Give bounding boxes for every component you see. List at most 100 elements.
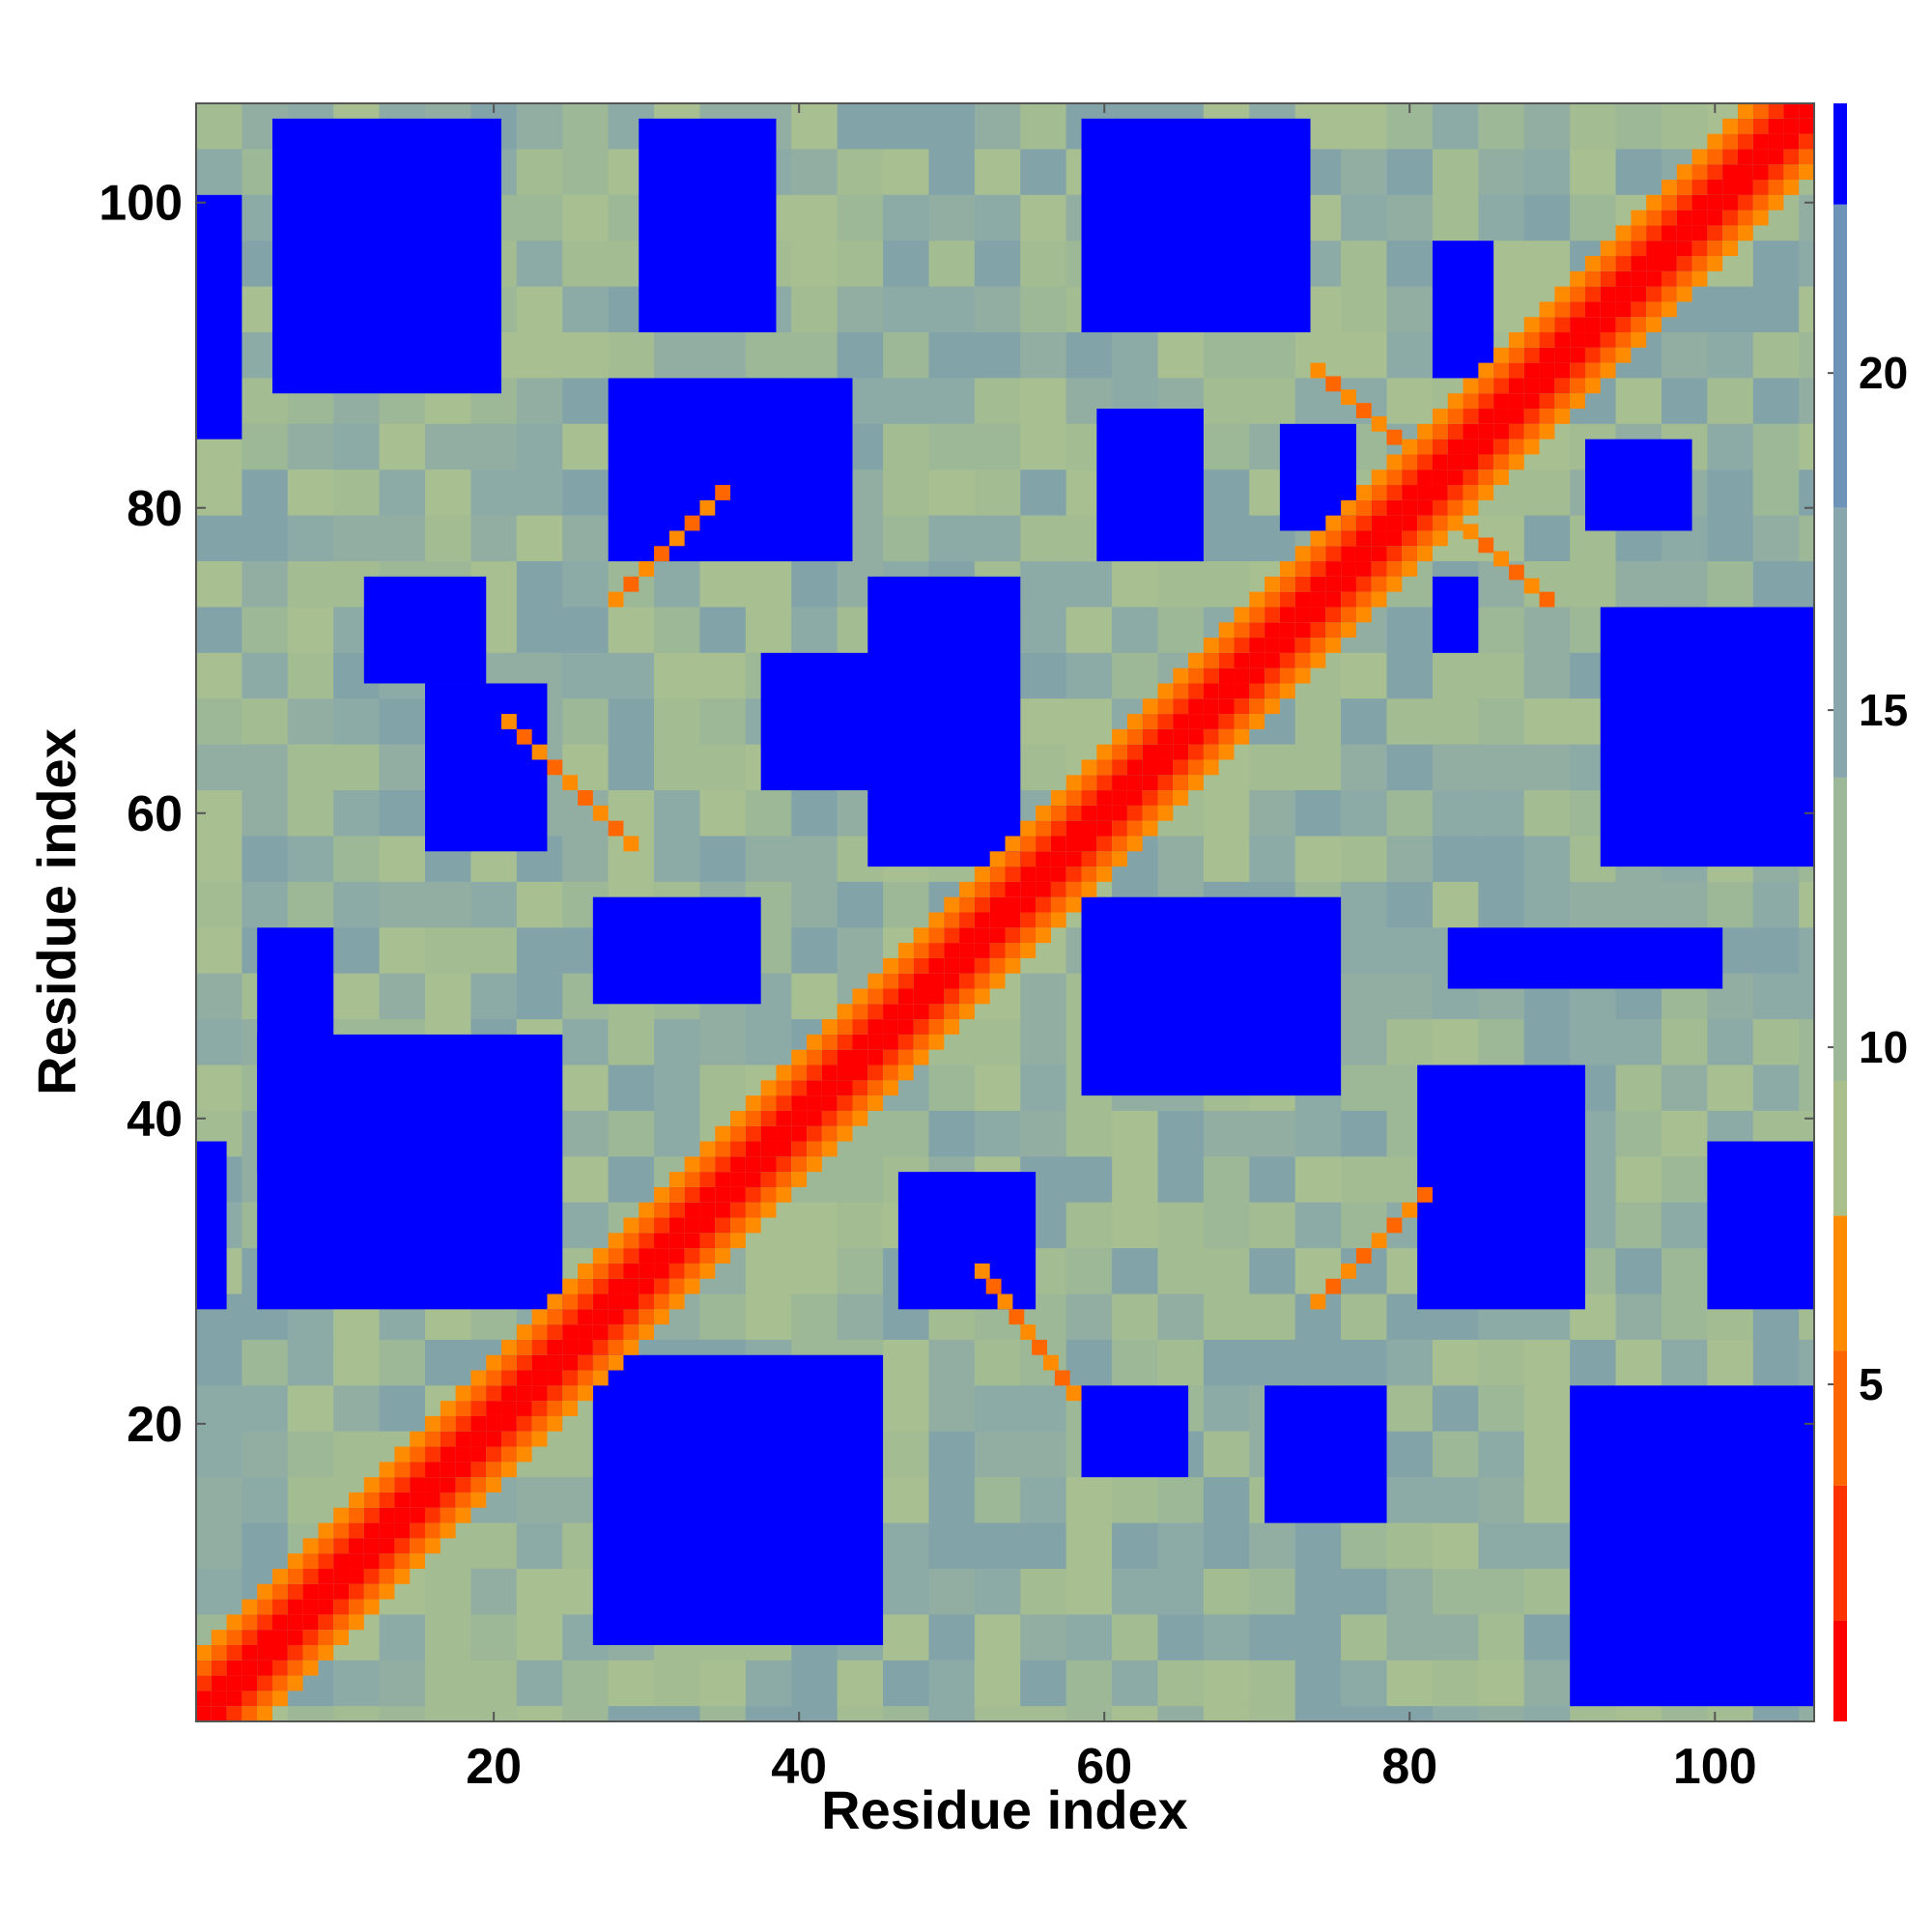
diagonal-cell	[883, 957, 898, 974]
texture-cell	[608, 1660, 655, 1707]
texture-cell	[654, 1065, 700, 1111]
texture-cell	[1386, 790, 1433, 837]
x-tick-label: 60	[1076, 1739, 1132, 1795]
diagonal-cell	[516, 1324, 532, 1340]
texture-cell	[791, 1660, 838, 1707]
texture-cell	[1065, 1156, 1113, 1203]
diagonal-cell	[639, 1248, 655, 1264]
diagonal-cell	[1325, 515, 1342, 531]
diagonal-cell	[302, 1568, 319, 1584]
texture-cell	[379, 927, 426, 974]
diagonal-cell	[531, 1354, 548, 1371]
diagonal-cell	[226, 1675, 242, 1691]
diagonal-cell	[1264, 576, 1280, 592]
texture-cell	[654, 607, 700, 653]
texture-cell	[1203, 1706, 1250, 1721]
texture-cell	[1020, 607, 1066, 653]
texture-cell	[516, 515, 563, 562]
diagonal-cell	[1203, 714, 1219, 729]
texture-cell	[974, 1568, 1021, 1615]
diagonal-cell	[562, 1401, 579, 1416]
diagonal-cell	[562, 1339, 579, 1355]
diagonal-cell	[1478, 378, 1494, 394]
diagonal-cell	[639, 1293, 655, 1310]
texture-cell	[425, 1706, 471, 1721]
texture-cell	[1294, 1614, 1342, 1661]
diagonal-cell	[639, 1217, 655, 1234]
diagonal-cell	[394, 1553, 411, 1569]
diagonal-cell	[1249, 668, 1265, 684]
diagonal-cell	[760, 1172, 777, 1187]
diagonal-cell	[1676, 210, 1692, 226]
diagonal-cell	[913, 1004, 929, 1020]
diagonal-cell	[807, 1125, 822, 1142]
diagonal-cell	[699, 1248, 716, 1264]
diagonal-cell	[1036, 805, 1051, 821]
diagonal-cell	[1249, 607, 1265, 623]
diagonal-cell	[501, 1431, 517, 1447]
diagonal-cell	[1402, 469, 1418, 486]
texture-cell	[699, 1660, 746, 1707]
texture-cell	[1341, 332, 1387, 379]
diagonal-cell	[1417, 439, 1433, 455]
texture-cell	[1341, 241, 1387, 287]
diagonal-cell	[959, 927, 975, 944]
diagonal-cell	[592, 1293, 609, 1310]
diagonal-cell	[668, 1172, 685, 1187]
texture-cell	[883, 103, 929, 150]
texture-cell	[562, 1202, 609, 1249]
texture-cell	[928, 332, 975, 379]
texture-cell	[1249, 1202, 1295, 1249]
diagonal-cell	[1768, 194, 1784, 211]
texture-cell	[1020, 1385, 1066, 1432]
diagonal-cell	[287, 1660, 303, 1676]
texture-cell	[1386, 744, 1433, 791]
diagonal-cell	[1050, 881, 1066, 897]
texture-cell	[333, 1706, 380, 1721]
diagonal-cell	[1631, 225, 1647, 242]
diagonal-cell	[1386, 530, 1403, 547]
diagonal-cell	[318, 1599, 334, 1615]
diagonal-cell	[1234, 622, 1250, 639]
diagonal-cell	[1249, 622, 1265, 639]
texture-cell	[1752, 378, 1800, 424]
texture-cell	[928, 1477, 975, 1523]
far-cluster	[1432, 241, 1494, 379]
texture-cell	[1523, 515, 1571, 562]
texture-cell	[470, 1614, 517, 1661]
texture-cell	[1478, 149, 1524, 195]
texture-cell	[425, 1339, 471, 1386]
diagonal-cell	[1570, 286, 1585, 302]
diagonal-cell	[974, 927, 990, 944]
diagonal-cell	[1752, 180, 1769, 195]
diagonal-cell	[578, 1309, 593, 1325]
diagonal-cell	[837, 1049, 853, 1065]
texture-cell	[1386, 194, 1433, 242]
diagonal-cell	[1432, 454, 1448, 470]
texture-cell	[1386, 652, 1433, 699]
diagonal-cell	[791, 1141, 808, 1157]
texture-cell	[562, 1019, 609, 1065]
diagonal-cell	[531, 1339, 548, 1355]
diagonal-cell	[1631, 270, 1647, 287]
diagonal-cell	[1218, 744, 1235, 760]
diagonal-cell	[745, 1095, 761, 1111]
diagonal-cell	[1173, 759, 1189, 776]
diagonal-cell	[272, 1644, 288, 1661]
diagonal-cell	[486, 1401, 502, 1416]
texture-cell	[287, 790, 334, 837]
contact-band-cell	[997, 1293, 1013, 1310]
texture-cell	[654, 790, 700, 837]
diagonal-cell	[1386, 515, 1403, 531]
colorbar-tick-label: 15	[1859, 685, 1908, 735]
contact-band-cell	[1371, 1233, 1387, 1249]
texture-cell	[562, 149, 609, 195]
diagonal-cell	[1126, 759, 1143, 776]
diagonal-cell	[1799, 118, 1814, 134]
diagonal-cell	[1584, 301, 1601, 318]
diagonal-cell	[1570, 347, 1585, 363]
contact-band-cell	[1325, 376, 1342, 392]
diagonal-cell	[363, 1522, 380, 1539]
diagonal-cell	[913, 957, 929, 974]
diagonal-cell	[272, 1630, 288, 1645]
